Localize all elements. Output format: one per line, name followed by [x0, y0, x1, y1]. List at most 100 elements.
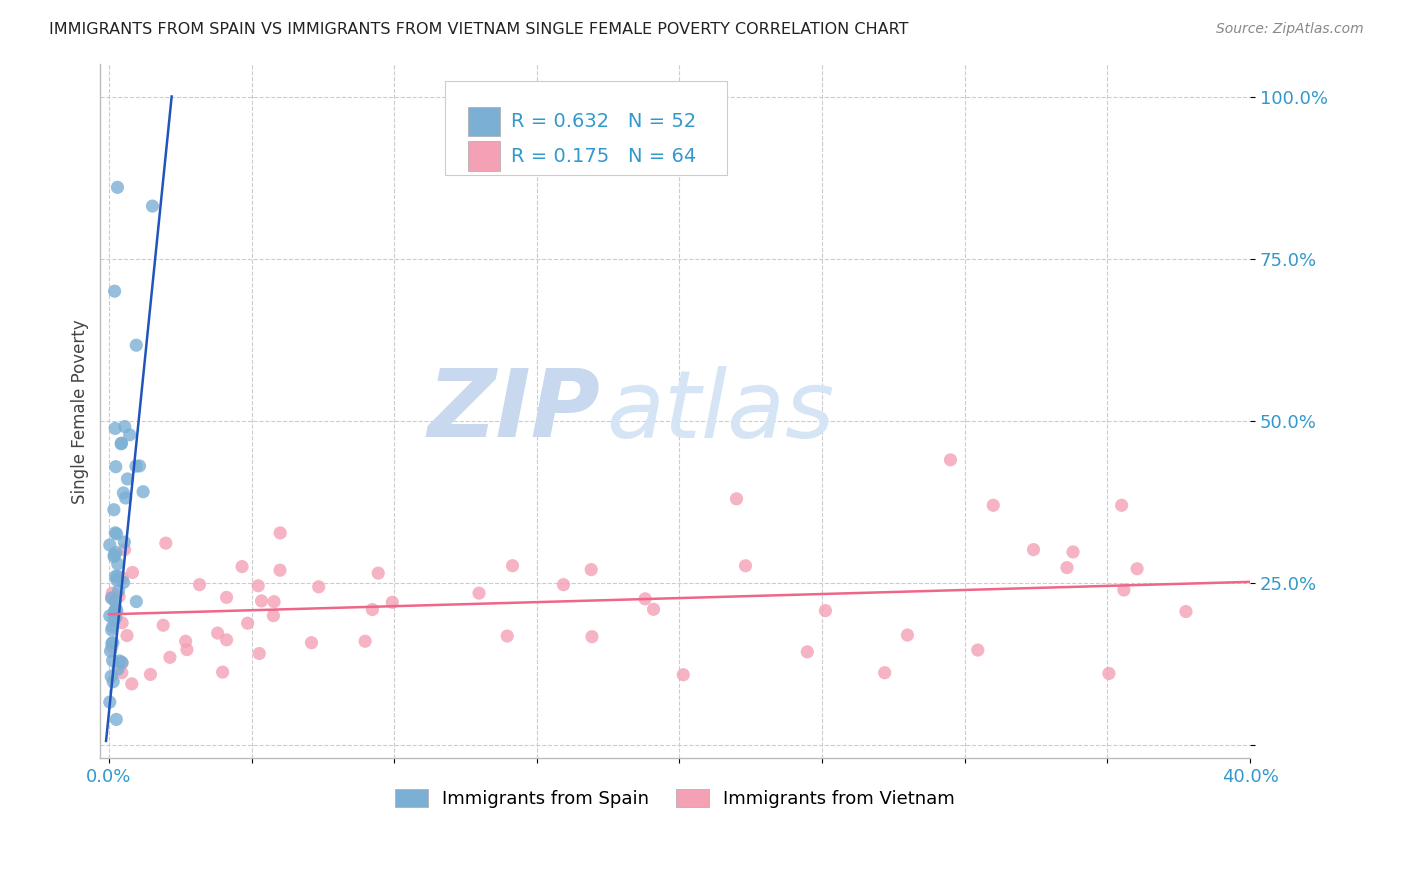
Point: [103, 604, 125, 618]
Point: [121, 677, 143, 691]
Point: [98, 538, 121, 552]
Point: [1098, 666, 1121, 681]
Point: [215, 632, 238, 647]
Point: [105, 573, 128, 587]
Point: [1062, 545, 1084, 559]
Point: [152, 618, 174, 632]
Point: [104, 421, 127, 435]
Text: ZIP: ZIP: [427, 365, 600, 458]
Point: [107, 662, 129, 676]
Point: [101, 635, 124, 649]
Point: [103, 613, 125, 627]
Point: [111, 615, 134, 630]
Point: [100, 591, 122, 605]
Point: [111, 665, 134, 680]
Point: [103, 549, 125, 564]
Point: [112, 535, 135, 549]
Point: [247, 579, 270, 593]
Point: [105, 527, 128, 541]
Point: [263, 595, 285, 609]
Point: [104, 525, 127, 540]
Point: [118, 427, 141, 442]
Point: [101, 654, 124, 668]
Point: [231, 559, 253, 574]
Point: [361, 602, 384, 616]
Point: [111, 656, 134, 670]
Point: [496, 629, 519, 643]
Point: [108, 590, 131, 604]
Point: [188, 577, 211, 591]
Point: [100, 644, 122, 658]
Point: [107, 180, 129, 194]
Point: [207, 626, 229, 640]
FancyBboxPatch shape: [468, 107, 501, 136]
Point: [247, 647, 270, 661]
Point: [250, 594, 273, 608]
Point: [211, 665, 233, 679]
Point: [141, 199, 163, 213]
Text: Source: ZipAtlas.com: Source: ZipAtlas.com: [1216, 22, 1364, 37]
Point: [104, 569, 127, 583]
Point: [98, 608, 121, 623]
Point: [128, 458, 150, 473]
Point: [125, 594, 148, 608]
Point: [896, 628, 918, 642]
Point: [939, 453, 962, 467]
Point: [110, 436, 132, 450]
Point: [100, 669, 122, 683]
Point: [110, 437, 132, 451]
Point: [981, 498, 1004, 512]
Text: R = 0.175   N = 64: R = 0.175 N = 64: [510, 146, 696, 166]
Point: [159, 650, 181, 665]
Point: [155, 536, 177, 550]
Point: [581, 630, 603, 644]
Point: [643, 602, 665, 616]
Point: [634, 591, 657, 606]
Point: [132, 484, 155, 499]
Point: [98, 695, 121, 709]
Point: [111, 656, 134, 670]
Point: [269, 563, 291, 577]
Point: [125, 338, 148, 352]
Point: [1112, 582, 1135, 597]
Y-axis label: Single Female Poverty: Single Female Poverty: [72, 318, 89, 503]
Point: [1174, 605, 1197, 619]
Point: [104, 610, 127, 624]
Point: [104, 594, 127, 608]
Point: [114, 542, 136, 557]
Point: [100, 640, 122, 654]
Point: [104, 545, 127, 559]
Text: R = 0.632   N = 52: R = 0.632 N = 52: [510, 112, 696, 131]
Point: [101, 586, 124, 600]
Legend: Immigrants from Spain, Immigrants from Vietnam: Immigrants from Spain, Immigrants from V…: [388, 782, 962, 815]
Point: [796, 645, 818, 659]
Point: [114, 491, 136, 505]
Point: [108, 654, 131, 668]
Point: [1126, 562, 1149, 576]
Point: [301, 636, 323, 650]
Point: [101, 620, 124, 634]
Point: [215, 591, 238, 605]
Point: [269, 525, 291, 540]
Point: [105, 569, 128, 583]
FancyBboxPatch shape: [468, 142, 501, 170]
Point: [107, 583, 129, 598]
Point: [101, 636, 124, 650]
Point: [966, 643, 988, 657]
Point: [105, 601, 128, 615]
Point: [579, 563, 602, 577]
Point: [262, 608, 284, 623]
Point: [1056, 560, 1078, 574]
Text: IMMIGRANTS FROM SPAIN VS IMMIGRANTS FROM VIETNAM SINGLE FEMALE POVERTY CORRELATI: IMMIGRANTS FROM SPAIN VS IMMIGRANTS FROM…: [49, 22, 908, 37]
Point: [125, 459, 148, 474]
Point: [672, 667, 695, 681]
Point: [104, 459, 127, 474]
Point: [174, 634, 197, 648]
Point: [107, 557, 129, 571]
Point: [104, 284, 127, 298]
Point: [1111, 498, 1133, 512]
Point: [873, 665, 896, 680]
Point: [308, 580, 330, 594]
Point: [734, 558, 756, 573]
Point: [725, 491, 748, 506]
